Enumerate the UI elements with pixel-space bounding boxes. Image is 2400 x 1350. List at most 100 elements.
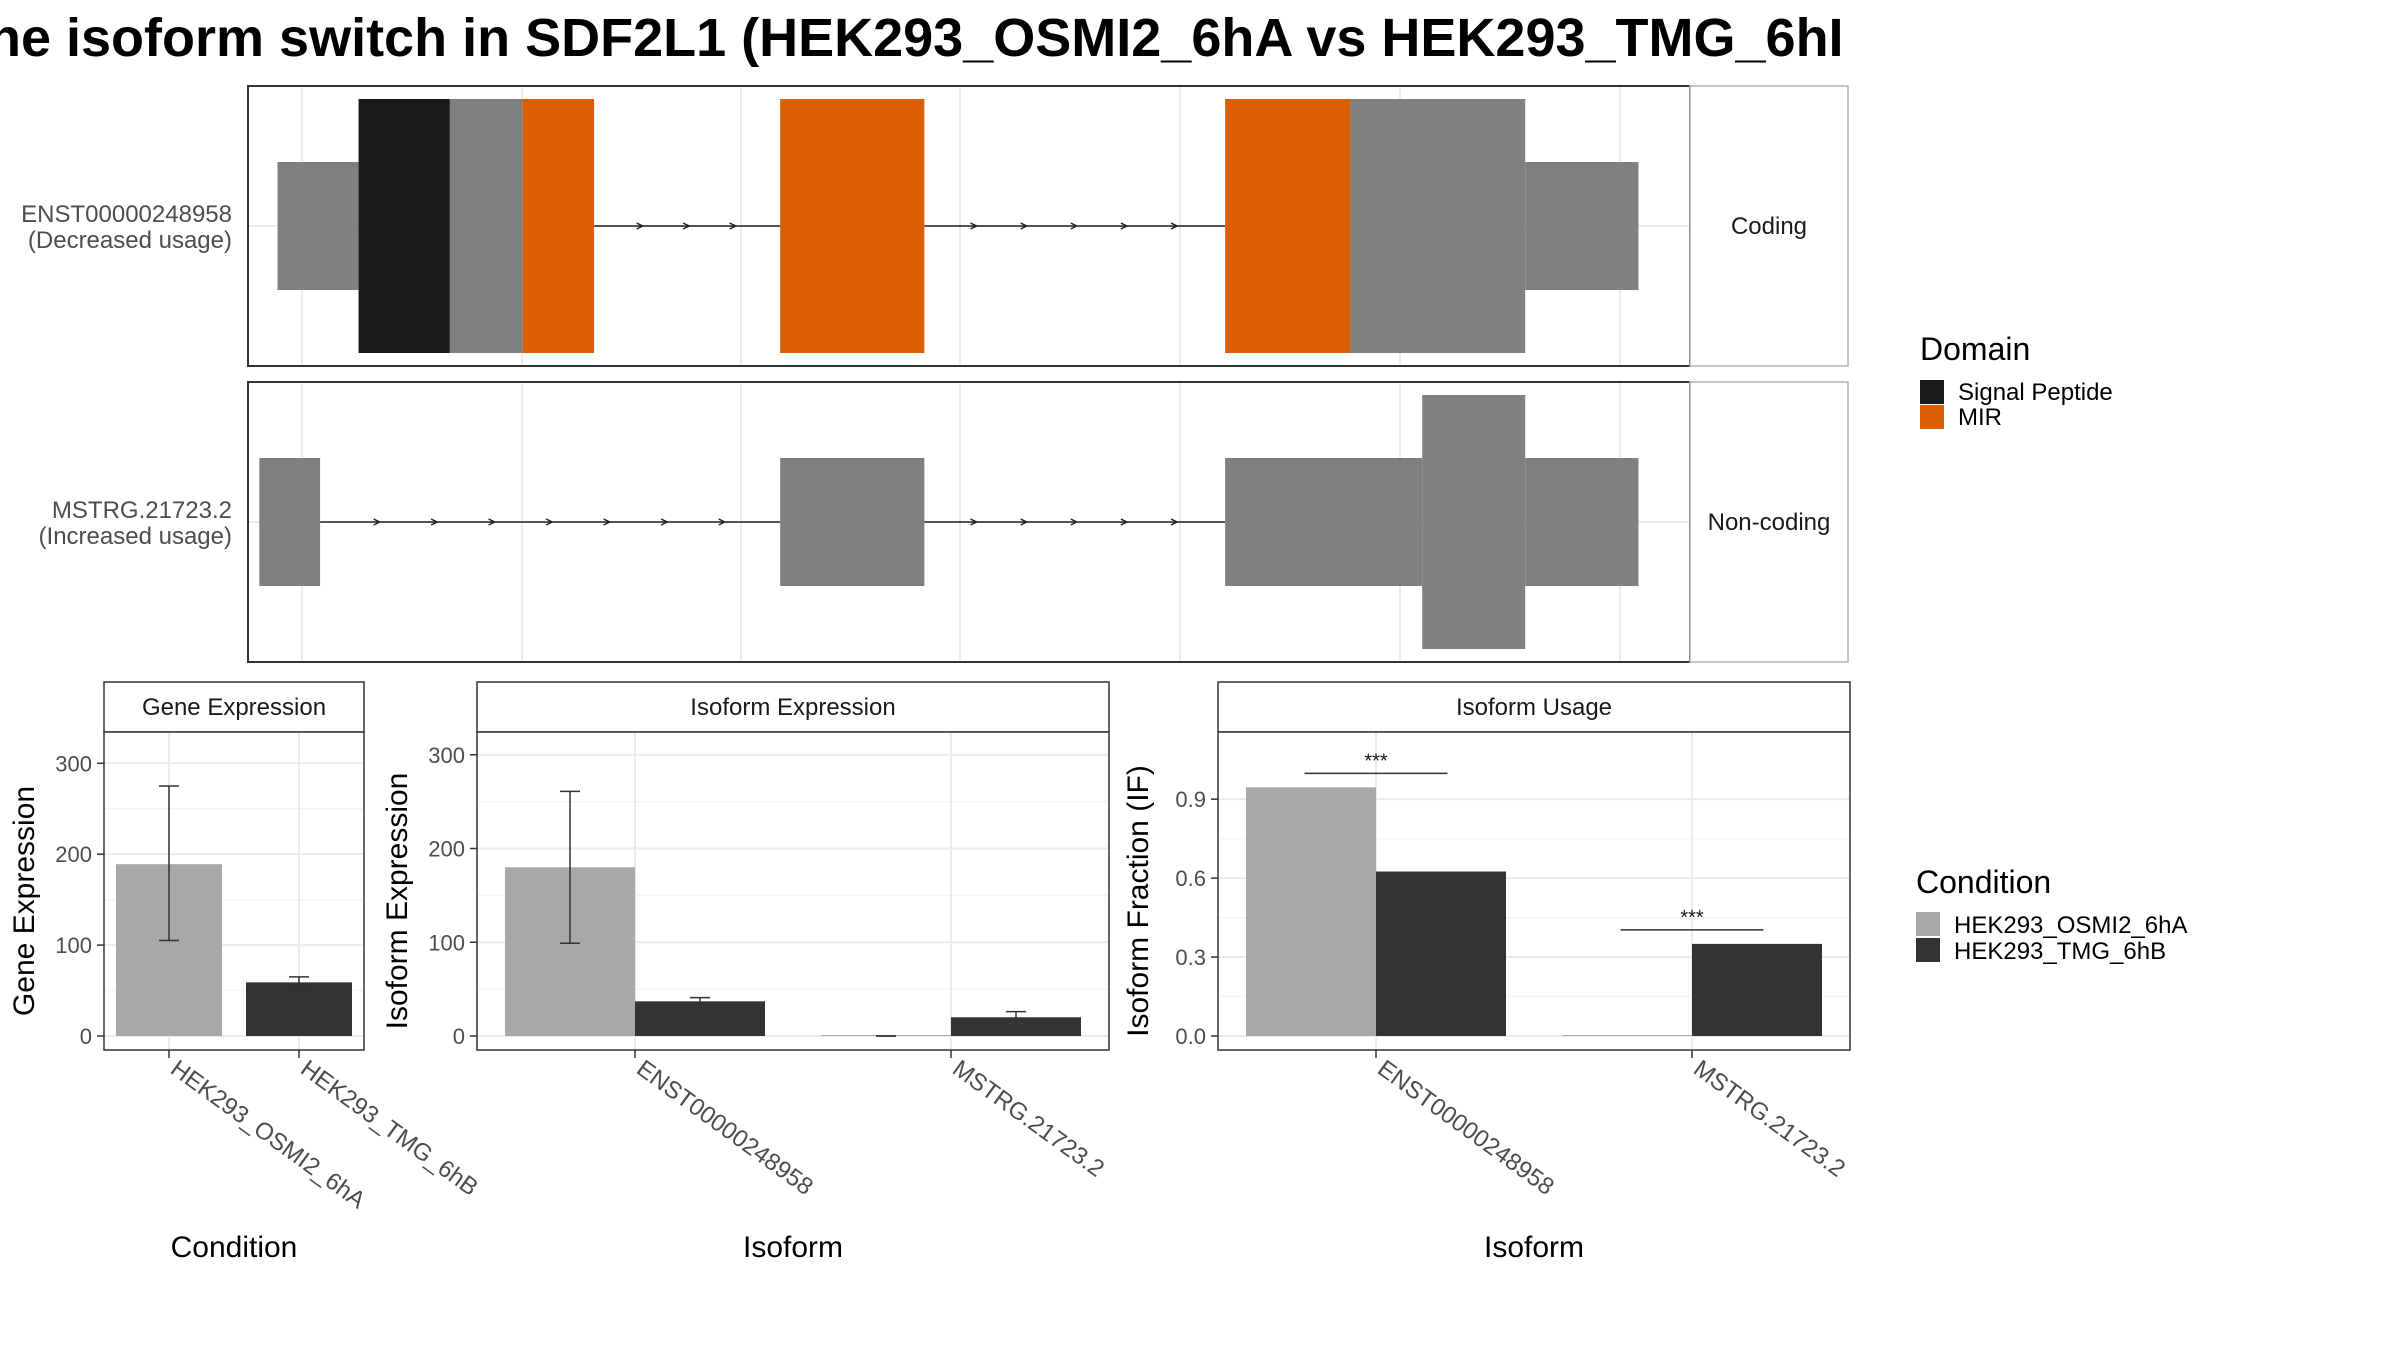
x-axis-title: Isoform (743, 1231, 843, 1264)
y-tick-label: 300 (428, 743, 465, 768)
bar-hek293_tmg_6hb (951, 1017, 1081, 1036)
domain-exon-mir (1225, 99, 1351, 353)
y-tick-label: 300 (55, 751, 92, 776)
facet-strip (1689, 85, 1849, 367)
strand-arrow (1070, 222, 1079, 230)
x-tick-label: MSTRG.21723.2 (947, 1055, 1109, 1183)
strand-arrow (718, 518, 727, 526)
exon-block (1350, 99, 1526, 353)
legend-label: Signal Peptide (1958, 379, 2113, 406)
bar-hek293_tmg_6hb (1376, 871, 1506, 1036)
y-tick-label: 0.6 (1175, 866, 1206, 891)
figure-title: he isoform switch in SDF2L1 (HEK293_OSMI… (0, 8, 1844, 68)
legend-title: Domain (1920, 331, 2030, 367)
strand-arrow (1170, 222, 1179, 230)
bar-panel-isoform-expression: Isoform Expression 0 100 200 300 ENST00000248… (381, 681, 1110, 1264)
exon-block (259, 458, 321, 586)
transcript-id-label: MSTRG.21723.2 (52, 497, 232, 524)
exon-block (1525, 458, 1639, 586)
strand-arrow (545, 518, 554, 526)
exon-block (1422, 395, 1526, 649)
y-axis-title: Isoform Expression (381, 773, 414, 1030)
facet-strip (1217, 681, 1851, 733)
y-axis-title: Gene Expression (8, 786, 41, 1016)
strand-arrow (1170, 518, 1179, 526)
y-tick-label: 0.9 (1175, 787, 1206, 812)
strand-arrow (1020, 222, 1029, 230)
transcript-row-2: Non-coding MSTRG.21723.2(Increased usage) (39, 381, 1849, 663)
transcript-row-1: Coding ENST00000248958(Decreased usage) (21, 85, 1849, 367)
y-axis-title: Isoform Fraction (IF) (1122, 765, 1155, 1037)
strand-arrow (660, 518, 669, 526)
legend-title: Condition (1916, 864, 2051, 900)
significance-label: *** (1364, 750, 1388, 772)
legend-key (1916, 912, 1940, 936)
legend-label: HEK293_OSMI2_6hA (1954, 912, 2187, 939)
strand-arrow (1120, 518, 1129, 526)
facet-strip (1689, 381, 1849, 663)
x-axis-title: Condition (171, 1231, 298, 1264)
bar-hek293_tmg_6hb (1692, 943, 1822, 1036)
strand-arrow (373, 518, 382, 526)
legend-label: HEK293_TMG_6hB (1954, 938, 2166, 965)
transcript-usage-label: (Decreased usage) (28, 227, 232, 254)
legend-key (1916, 938, 1940, 962)
y-tick-label: 200 (55, 842, 92, 867)
bar-hek293_osmi2_6ha (1246, 787, 1376, 1036)
y-tick-label: 200 (428, 837, 465, 862)
domain-exon-signal-peptide (358, 99, 450, 353)
strand-arrow (488, 518, 497, 526)
strand-arrow (682, 222, 691, 230)
title-layer: he isoform switch in SDF2L1 (HEK293_OSMI… (0, 8, 1844, 68)
y-tick-label: 100 (428, 930, 465, 955)
y-tick-label: 0 (453, 1024, 465, 1049)
strand-arrow (1020, 518, 1029, 526)
exon-block (449, 99, 523, 353)
y-tick-label: 100 (55, 933, 92, 958)
bar-panel-isoform-usage: Isoform Usage *** *** 0.0 0.3 0.6 0.9 ENST00000… (1122, 681, 1851, 1264)
strand-arrow (430, 518, 439, 526)
strand-arrow (1070, 518, 1079, 526)
bar-hek293_osmi2_6ha (1562, 1035, 1692, 1036)
strand-arrow (729, 222, 738, 230)
plot-border (1217, 731, 1851, 1051)
bar-chart-panels: Gene Expression0100200300HEK293_OSMI2_6h… (8, 681, 1851, 1264)
y-tick-label: 0.0 (1175, 1024, 1206, 1049)
strand-arrow (636, 222, 645, 230)
x-tick-label: ENST00000248958 (1372, 1055, 1558, 1201)
exon-block (277, 162, 359, 290)
transcript-id-label: ENST00000248958 (21, 201, 232, 228)
plot-border (476, 731, 1110, 1051)
plot-border (103, 731, 365, 1051)
transcript-structure-panel: Coding ENST00000248958(Decreased usage) No… (21, 85, 1849, 663)
domain-exon-mir (780, 99, 925, 353)
exon-block (1525, 162, 1639, 290)
strand-arrow (603, 518, 612, 526)
legend-key (1920, 380, 1944, 404)
bar-hek293_tmg_6hb (246, 982, 352, 1036)
exon-block (780, 458, 925, 586)
x-tick-label: ENST00000248958 (631, 1055, 817, 1201)
legend-label: MIR (1958, 404, 2002, 431)
x-tick-label: MSTRG.21723.2 (1688, 1055, 1850, 1183)
legend-key (1920, 405, 1944, 429)
bar-hek293_tmg_6hb (635, 1001, 765, 1036)
exon-block (1225, 458, 1423, 586)
x-axis-title: Isoform (1484, 1231, 1584, 1264)
strand-arrow (1120, 222, 1129, 230)
y-tick-label: 0 (80, 1024, 92, 1049)
facet-strip-label: Non-coding (1708, 509, 1831, 536)
panel-title: Isoform Usage (1456, 694, 1612, 721)
facet-strip-label: Coding (1731, 213, 1807, 240)
panel-title: Gene Expression (142, 694, 326, 721)
facet-strip (476, 681, 1110, 733)
domain-exon-mir (522, 99, 595, 353)
strand-arrow (970, 518, 979, 526)
facet-strip (103, 681, 365, 733)
y-tick-label: 0.3 (1175, 945, 1206, 970)
significance-label: *** (1680, 907, 1704, 929)
panel-title: Isoform Expression (690, 694, 895, 721)
